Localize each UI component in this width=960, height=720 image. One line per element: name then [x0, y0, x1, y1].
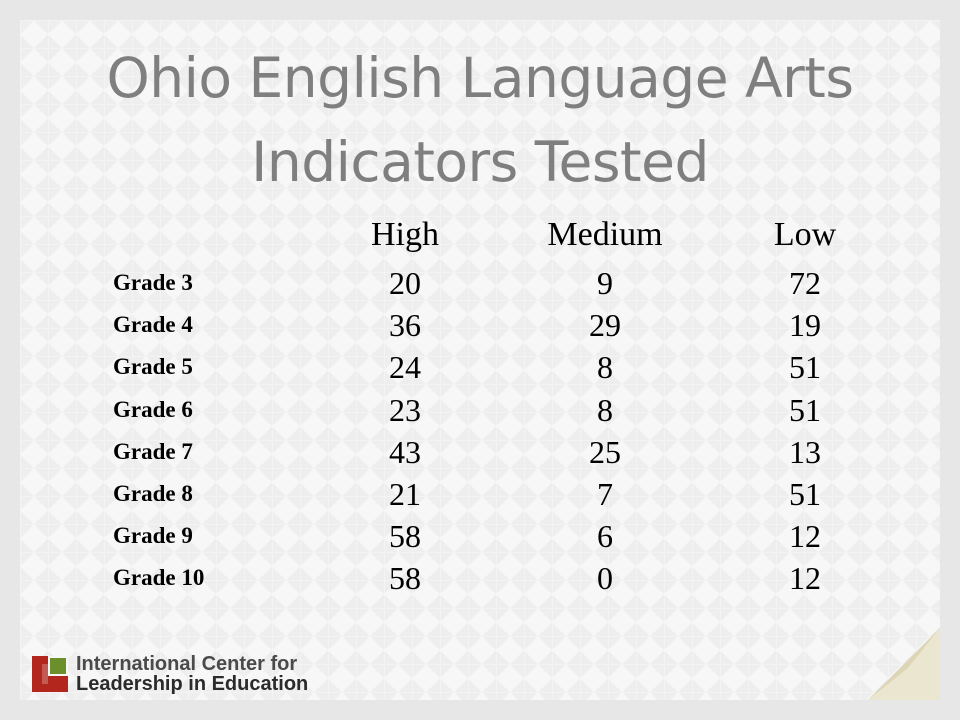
table-cell: 24 [389, 349, 421, 386]
slide-title: Ohio English Language Arts Indicators Te… [20, 36, 940, 204]
row-label: Grade 9 [113, 523, 193, 549]
row-label: Grade 7 [113, 438, 193, 464]
logo-line-2: Leadership in Education [76, 673, 309, 695]
table-cell: 0 [597, 560, 613, 597]
logo-text: International Center for Leadership in E… [76, 654, 308, 694]
table-cell: 6 [597, 518, 613, 555]
table-cell: 36 [389, 307, 421, 344]
title-line-1: Ohio English Language Arts [106, 46, 854, 110]
row-label: Grade 10 [113, 565, 205, 591]
column-header-medium: Medium [547, 216, 663, 253]
table-cell: 13 [789, 433, 821, 470]
row-label: Grade 6 [113, 396, 193, 422]
table-cell: 12 [789, 560, 821, 597]
column-header-high: High [371, 216, 439, 253]
organization-logo: International Center for Leadership in E… [32, 654, 332, 698]
table-cell: 23 [389, 391, 421, 428]
row-label: Grade 3 [113, 270, 193, 295]
table-cell: 9 [597, 265, 613, 301]
table-cell: 8 [597, 391, 613, 428]
table-cell: 43 [389, 433, 421, 470]
table-cell: 7 [597, 476, 613, 512]
row-label: Grade 8 [113, 481, 193, 506]
page-curl-corner [868, 628, 940, 700]
row-label: Grade 4 [113, 312, 193, 338]
table-cell: 8 [597, 349, 613, 386]
logo-line-1: International Center for [76, 653, 298, 675]
table-cell: 19 [789, 307, 821, 344]
table-cell: 12 [789, 518, 821, 555]
table-cell: 20 [389, 265, 421, 301]
indicators-table: High Medium Low Grade 3 20 9 72 Grade 4 36 29 1… [20, 20, 940, 700]
column-header-low: Low [773, 216, 837, 253]
table-cell: 29 [589, 307, 621, 344]
logo-mark-icon [32, 656, 68, 692]
table-cell: 25 [589, 433, 621, 470]
title-line-2: Indicators Tested [251, 130, 709, 194]
table-cell: 21 [389, 476, 421, 512]
table-cell: 58 [389, 560, 421, 597]
table-cell: 58 [389, 518, 421, 555]
table-cell: 51 [789, 476, 821, 512]
slide: Ohio English Language Arts Indicators Te… [20, 20, 940, 700]
row-label: Grade 5 [113, 354, 193, 380]
table-cell: 51 [789, 349, 821, 386]
table-cell: 72 [789, 265, 821, 301]
table-cell: 51 [789, 391, 821, 428]
